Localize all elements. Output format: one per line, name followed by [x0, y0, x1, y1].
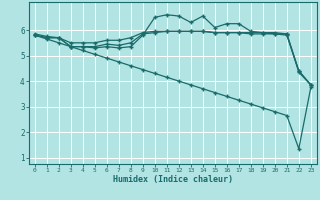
- X-axis label: Humidex (Indice chaleur): Humidex (Indice chaleur): [113, 175, 233, 184]
